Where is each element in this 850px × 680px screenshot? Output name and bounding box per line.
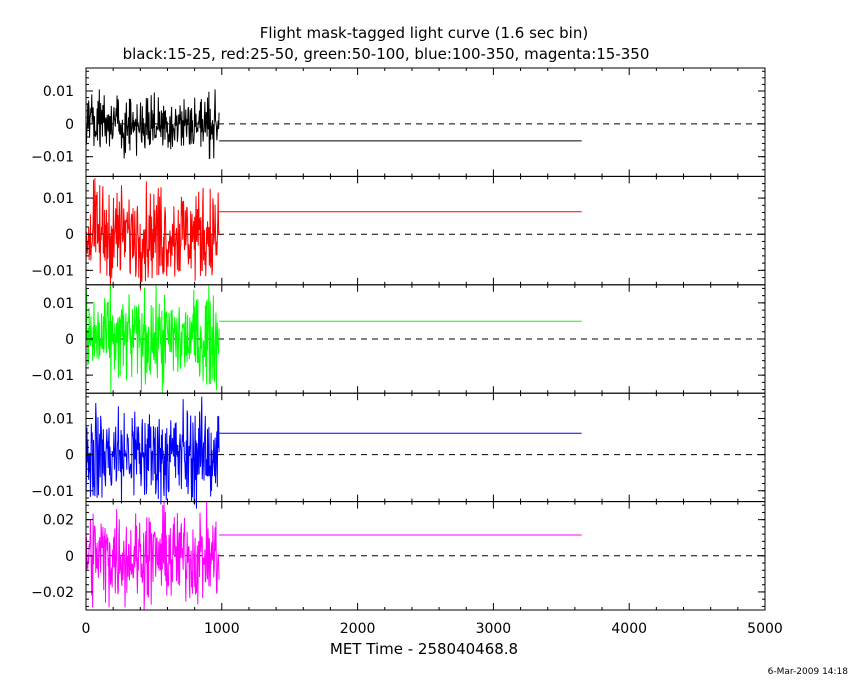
panel-2: −0.01 0 0.01 [31,175,766,291]
x-tick-label: 0 [82,621,91,637]
y-tick-label: −0.01 [31,484,74,500]
y-tick-label: 0 [65,448,74,464]
light-curve-series [85,89,220,159]
y-tick-label: 0 [65,227,74,243]
x-tick-label: 2000 [340,621,376,637]
y-tick-label: 0.01 [43,191,74,207]
panel-5: −0.02 0 0.02 [31,501,766,611]
y-tick-label: 0.01 [43,296,74,312]
y-tick-label: 0.01 [43,84,74,100]
y-tick-label: 0.02 [43,513,74,529]
light-curve-series [85,396,220,509]
light-curve-series [85,178,220,291]
y-tick-label: 0 [65,332,74,348]
x-axis-label: MET Time - 258040468.8 [330,640,518,658]
x-axis-ticks: 0 1000 2000 3000 4000 5000 [82,621,783,637]
x-tick-label: 5000 [747,621,783,637]
y-tick-label: −0.01 [31,263,74,279]
y-tick-label: 0 [65,117,74,133]
light-curve-series [85,285,220,393]
y-tick-label: 0.01 [43,411,74,427]
y-tick-label: −0.01 [31,368,74,384]
x-tick-label: 3000 [476,621,512,637]
y-tick-label: −0.02 [31,585,74,601]
panel-4: −0.01 0 0.01 [31,392,766,509]
timestamp: 6-Mar-2009 14:18 [768,667,849,677]
panel-1: −0.01 0 0.01 [31,67,766,177]
light-curve-series [85,501,220,611]
chart-subtitle: black:15-25, red:25-50, green:50-100, bl… [123,45,650,63]
chart-title: Flight mask-tagged light curve (1.6 sec … [260,24,588,42]
x-tick-label: 4000 [611,621,647,637]
x-tick-label: 1000 [204,621,240,637]
y-tick-label: 0 [65,549,74,565]
y-tick-label: −0.01 [31,150,74,166]
panels: −0.01 0 0.01 −0.01 0 0.01 −0.01 0 0.01 −0.01 0 0.01… [31,67,766,611]
panel-3: −0.01 0 0.01 [31,284,766,394]
